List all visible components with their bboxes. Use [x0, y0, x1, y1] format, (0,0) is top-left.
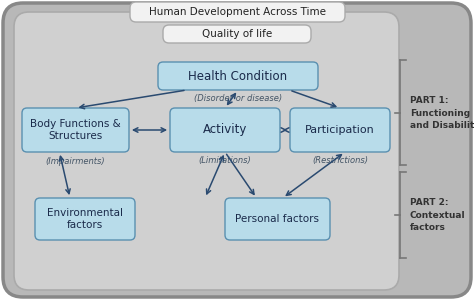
FancyBboxPatch shape — [3, 3, 471, 297]
Text: Participation: Participation — [305, 125, 375, 135]
Text: Human Development Across Time: Human Development Across Time — [149, 7, 326, 17]
Text: Personal factors: Personal factors — [236, 214, 319, 224]
FancyBboxPatch shape — [163, 25, 311, 43]
FancyBboxPatch shape — [35, 198, 135, 240]
Text: PART 2:
Contextual
factors: PART 2: Contextual factors — [410, 198, 465, 232]
Text: (Limitations): (Limitations) — [199, 157, 251, 166]
Text: Health Condition: Health Condition — [189, 70, 288, 83]
FancyBboxPatch shape — [158, 62, 318, 90]
FancyBboxPatch shape — [22, 108, 129, 152]
Text: Quality of life: Quality of life — [202, 29, 272, 39]
Text: (Impairments): (Impairments) — [46, 157, 105, 166]
FancyBboxPatch shape — [14, 12, 399, 290]
FancyBboxPatch shape — [225, 198, 330, 240]
FancyBboxPatch shape — [170, 108, 280, 152]
Text: (Restrictions): (Restrictions) — [312, 157, 368, 166]
Text: Body Functions &
Structures: Body Functions & Structures — [30, 119, 121, 141]
FancyBboxPatch shape — [130, 2, 345, 22]
Text: PART 1:
Functioning
and Disability: PART 1: Functioning and Disability — [410, 96, 474, 130]
Text: (Disorder or disease): (Disorder or disease) — [194, 94, 282, 103]
FancyBboxPatch shape — [290, 108, 390, 152]
Text: Environmental
factors: Environmental factors — [47, 208, 123, 230]
Text: Activity: Activity — [203, 124, 247, 136]
